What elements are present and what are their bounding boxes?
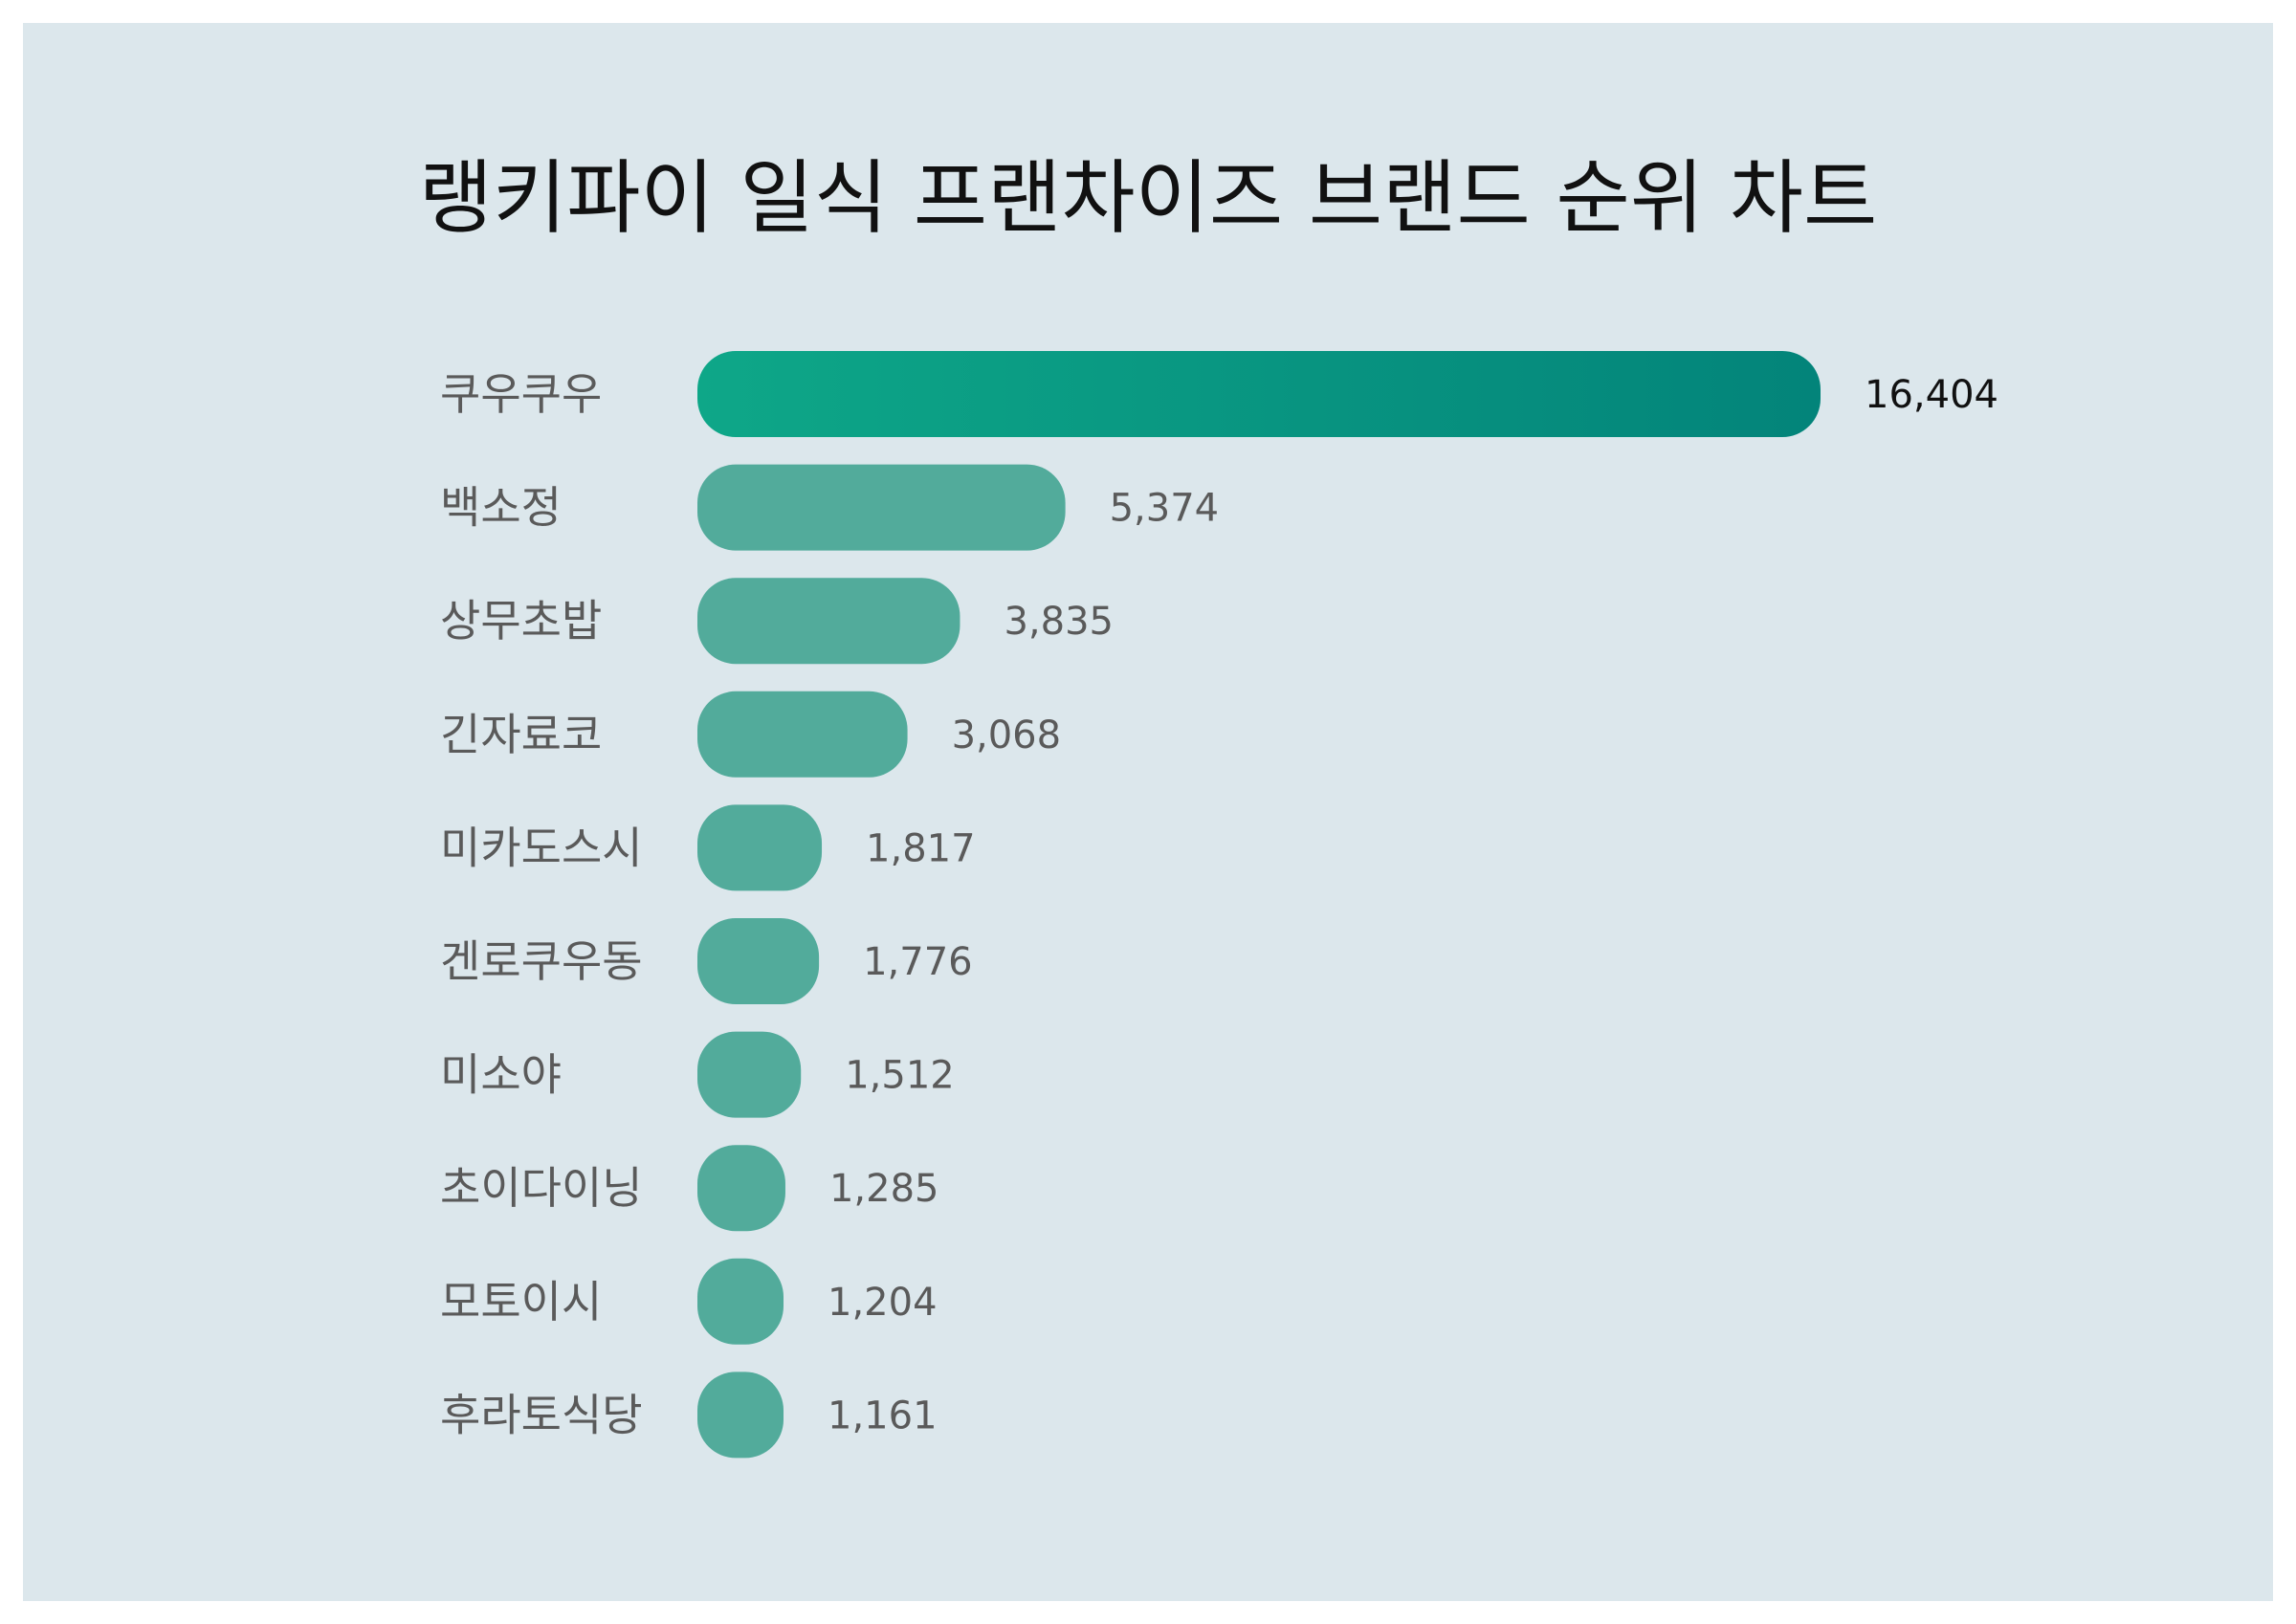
value-label: 5,374 — [1110, 487, 1220, 531]
bar-10 — [697, 1372, 784, 1459]
category-label: 겐로쿠우동 — [440, 935, 643, 987]
value-label: 1,776 — [863, 940, 973, 984]
value-label: 1,512 — [845, 1054, 955, 1098]
category-label: 백소정 — [440, 482, 562, 534]
bar-6 — [697, 918, 820, 1004]
category-label: 초이다이닝 — [440, 1162, 643, 1214]
bar-9 — [697, 1258, 784, 1345]
value-label: 16,404 — [1865, 373, 1998, 417]
category-label: 후라토식당 — [440, 1389, 643, 1440]
bar-7 — [697, 1031, 802, 1118]
bar-3 — [697, 578, 960, 665]
chart-title: 랭키파이 일식 프랜차이즈 브랜드 순위 차트 — [419, 151, 1878, 245]
value-label: 3,068 — [952, 713, 1062, 757]
category-label: 상무초밥 — [440, 595, 602, 647]
value-label: 1,817 — [866, 826, 976, 870]
category-label: 긴자료코 — [440, 709, 602, 760]
category-label: 미소야 — [440, 1049, 562, 1101]
value-label: 1,204 — [828, 1281, 938, 1325]
bar-2 — [697, 464, 1066, 551]
chart-panel — [23, 23, 2273, 1601]
bar-5 — [697, 804, 823, 891]
bar-4 — [697, 691, 908, 778]
bar-8 — [697, 1145, 785, 1232]
category-label: 쿠우쿠우 — [440, 368, 602, 420]
bar-1 — [697, 351, 1821, 437]
category-label: 미카도스시 — [440, 822, 643, 873]
value-label: 3,835 — [1004, 600, 1114, 644]
value-label: 1,161 — [828, 1394, 938, 1437]
value-label: 1,285 — [829, 1167, 939, 1211]
bars-layer: 쿠우쿠우 16,404 백소정 5,374 상무초밥 3,835 긴자료코 3,068 미카도스… — [440, 351, 1998, 1459]
category-label: 모토이시 — [440, 1276, 602, 1328]
